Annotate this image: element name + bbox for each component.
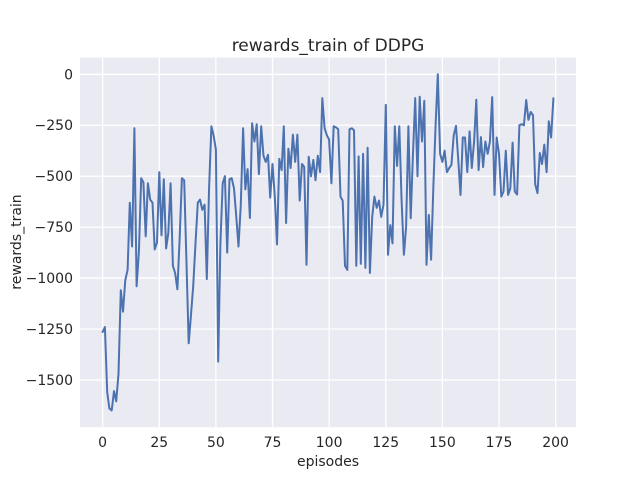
y-tick-label: −1250: [26, 322, 73, 338]
x-tick-label: 75: [264, 435, 282, 451]
x-axis-label: episodes: [296, 454, 360, 470]
x-tick-label: 175: [486, 435, 513, 451]
y-tick-label: −500: [35, 169, 73, 185]
y-axis-label: rewards_train: [9, 194, 25, 290]
y-tick-label: −750: [35, 220, 73, 236]
x-tick-label: 200: [542, 435, 569, 451]
x-tick-label: 125: [372, 435, 399, 451]
x-tick-label: 25: [150, 435, 168, 451]
x-tick-label: 150: [429, 435, 456, 451]
y-tick-label: 0: [64, 67, 73, 83]
x-tick-label: 50: [207, 435, 225, 451]
y-tick-label: −1000: [26, 271, 73, 287]
x-tick-label: 100: [316, 435, 343, 451]
x-tick-label: 0: [98, 435, 107, 451]
y-tick-label: −1500: [26, 373, 73, 389]
series-line-rewards_train: [101, 73, 555, 412]
y-tick-label: −250: [35, 118, 73, 134]
chart-title: rewards_train of DDPG: [231, 36, 425, 56]
